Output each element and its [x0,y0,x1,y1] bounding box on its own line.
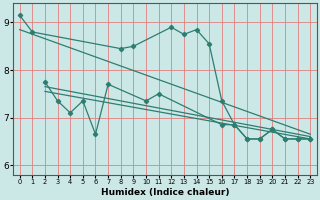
X-axis label: Humidex (Indice chaleur): Humidex (Indice chaleur) [101,188,229,197]
